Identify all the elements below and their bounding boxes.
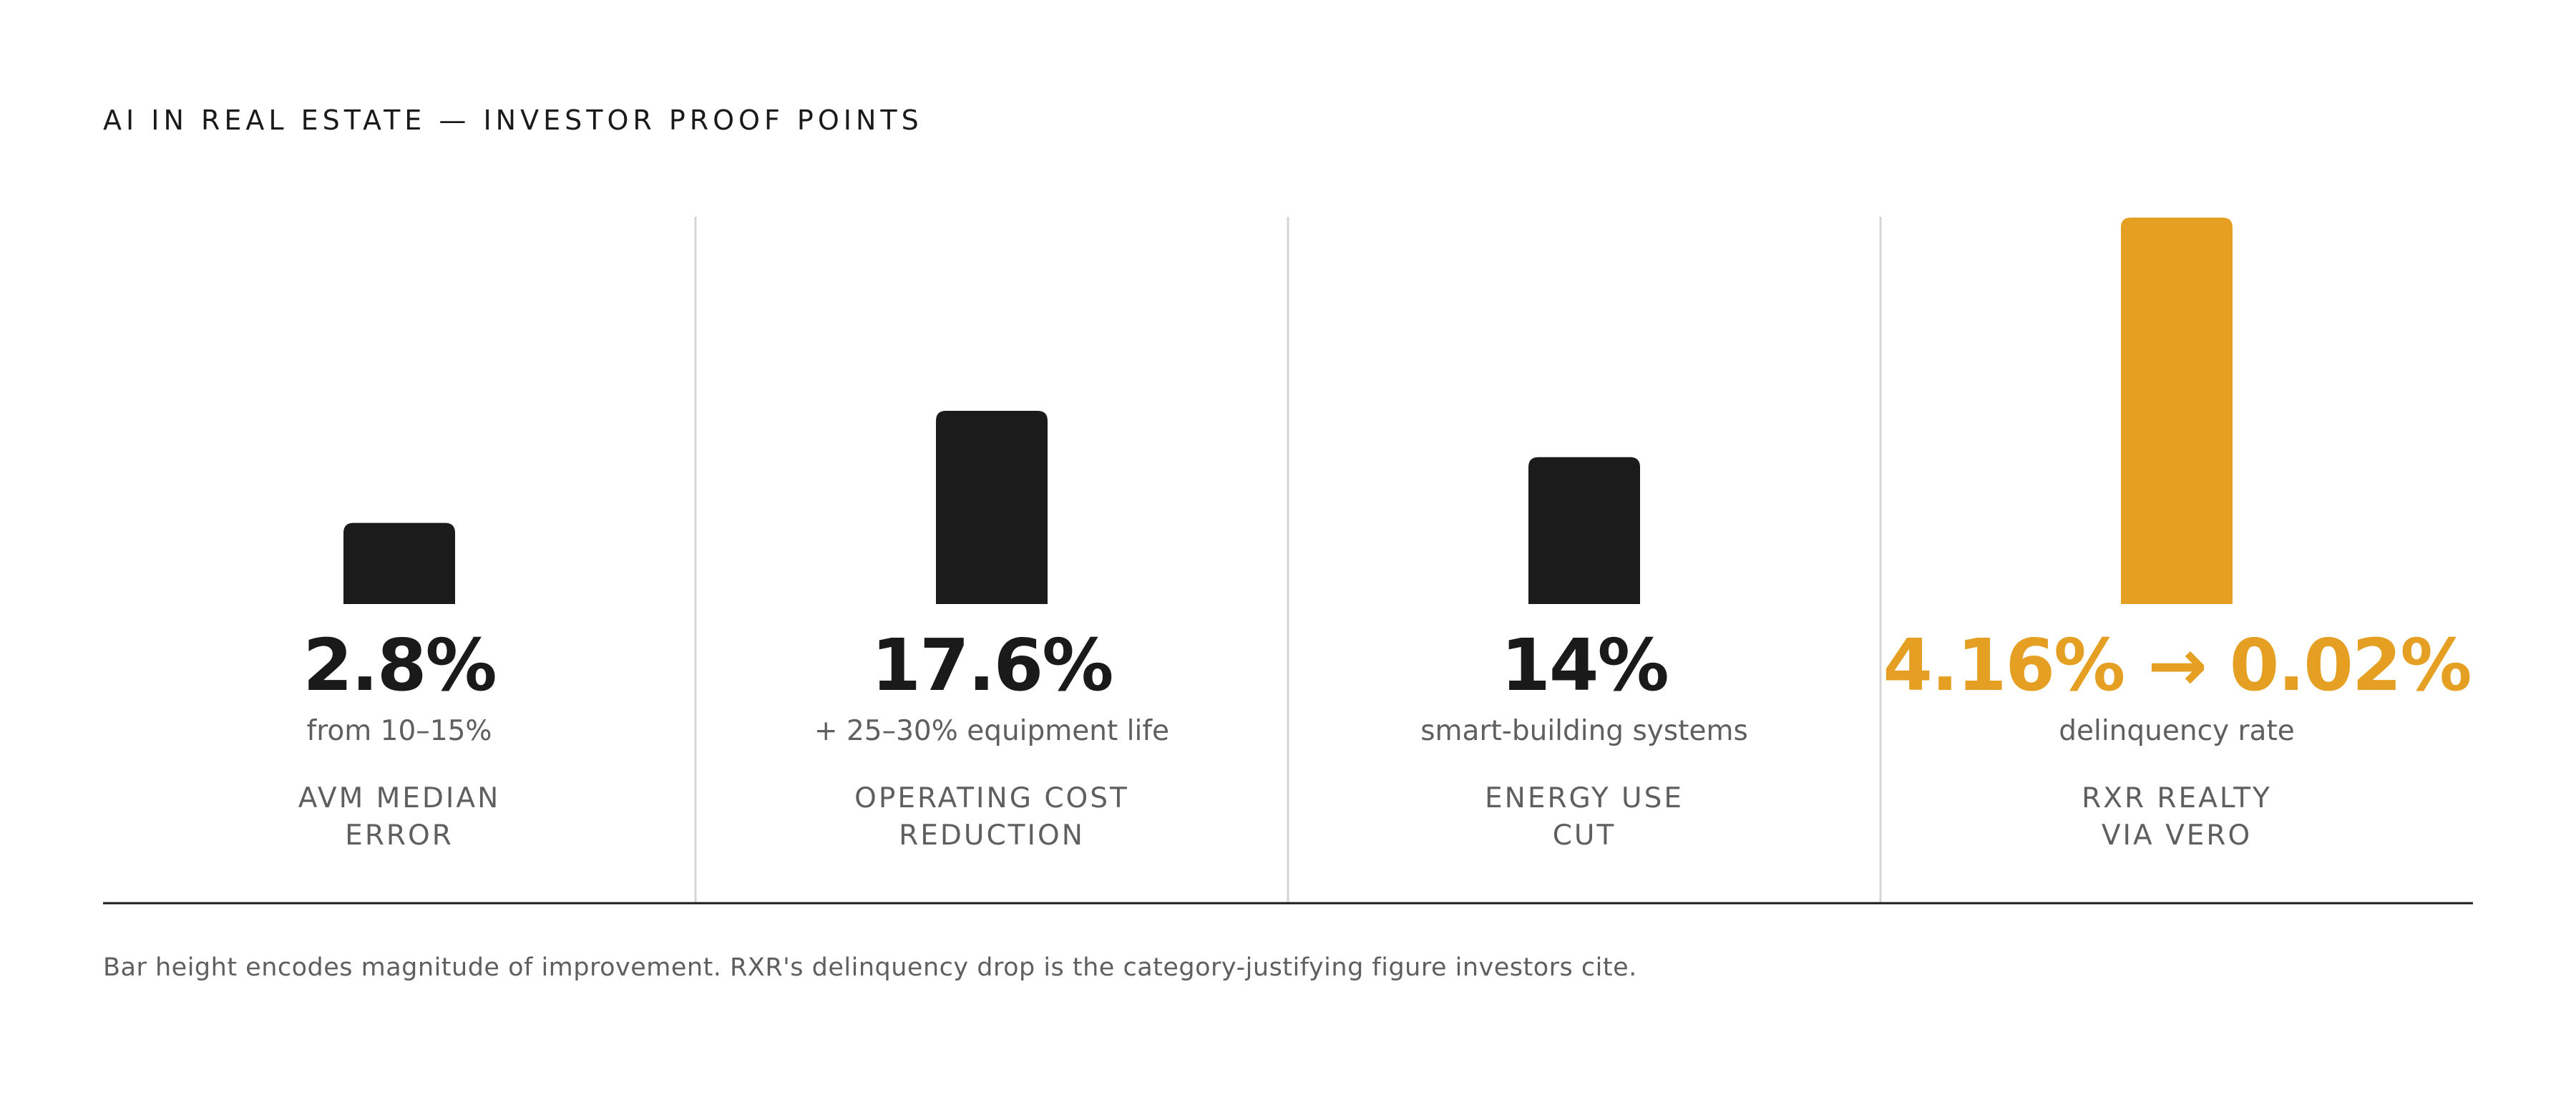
category-label-line: ENERGY USE [1485,782,1684,814]
category-label-line: OPERATING COST [854,782,1129,814]
category-label: ENERGY USE CUT [1288,780,1880,855]
bar-3 [1528,457,1640,604]
stat-value: 4.16% → 0.02% [1883,623,2472,707]
column-dividers [694,217,1882,903]
stat-subtitle: + 25–30% equipment life [814,715,1170,747]
stat-value: 17.6% [871,623,1114,707]
category-label-line: RXR REALTY [2082,782,2272,814]
bars-group [343,218,2233,604]
stat-subtitle: from 10–15% [306,715,492,747]
category-label: AVM MEDIAN ERROR [103,780,696,855]
bar-1 [343,522,455,604]
chart-title: AI IN REAL ESTATE — INVESTOR PROOF POINT… [103,104,923,136]
footnote: Bar height encodes magnitude of improvem… [103,953,1637,982]
category-label-line: VIA VERO [2101,819,2253,852]
stat-subtitle: smart-building systems [1420,715,1748,747]
stat-value: 14% [1501,623,1669,707]
category-label-line: AVM MEDIAN [298,782,501,814]
category-label: OPERATING COST REDUCTION [696,780,1288,855]
category-label: RXR REALTY VIA VERO [1880,780,2473,855]
category-label-line: REDUCTION [899,819,1085,852]
category-label-line: CUT [1552,819,1616,852]
bar-4 [2121,218,2233,604]
stat-value: 2.8% [303,623,497,707]
stat-subtitle: delinquency rate [2059,715,2295,747]
bar-2 [936,411,1048,604]
category-label-line: ERROR [345,819,454,852]
